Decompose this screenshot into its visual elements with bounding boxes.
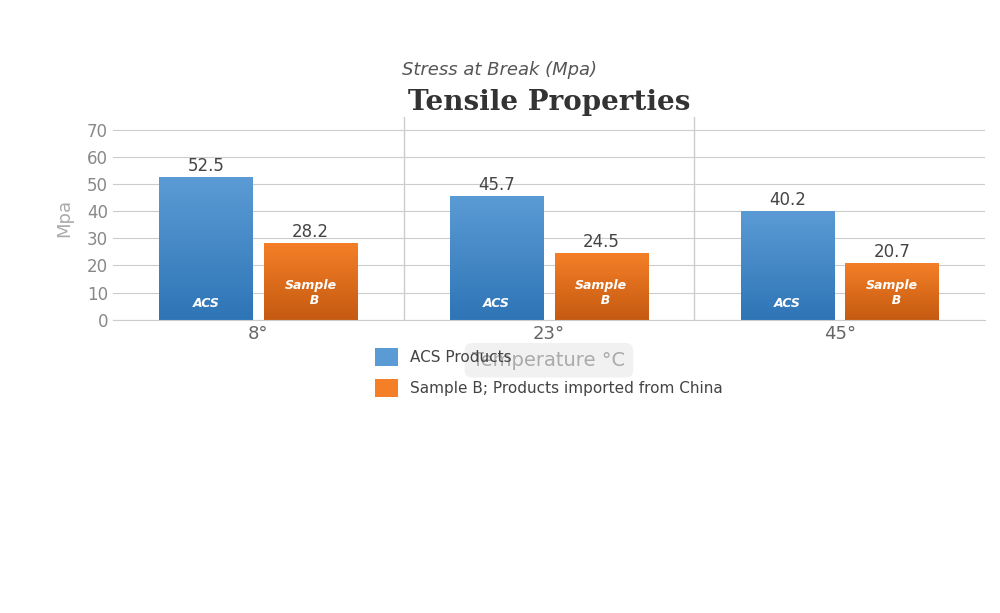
Text: 40.2: 40.2 [769,191,806,208]
Title: Tensile Properties: Tensile Properties [408,88,690,116]
Text: 24.5: 24.5 [583,233,620,251]
Text: Stress at Break (Mpa): Stress at Break (Mpa) [402,61,598,80]
Text: ACS: ACS [192,297,219,310]
Legend: ACS Products, Sample B; Products imported from China: ACS Products, Sample B; Products importe… [369,341,729,403]
Y-axis label: Mpa: Mpa [55,199,73,237]
Text: Temperature °C: Temperature °C [472,351,626,370]
Text: ACS: ACS [483,297,510,310]
Text: 45.7: 45.7 [478,176,515,194]
Text: Sample
  B: Sample B [575,280,627,308]
Text: 52.5: 52.5 [187,158,224,175]
Text: 28.2: 28.2 [292,223,329,241]
Text: Sample
  B: Sample B [284,280,337,308]
Text: ACS: ACS [774,297,801,310]
Text: Sample
  B: Sample B [866,280,918,308]
Text: 20.7: 20.7 [874,243,910,261]
